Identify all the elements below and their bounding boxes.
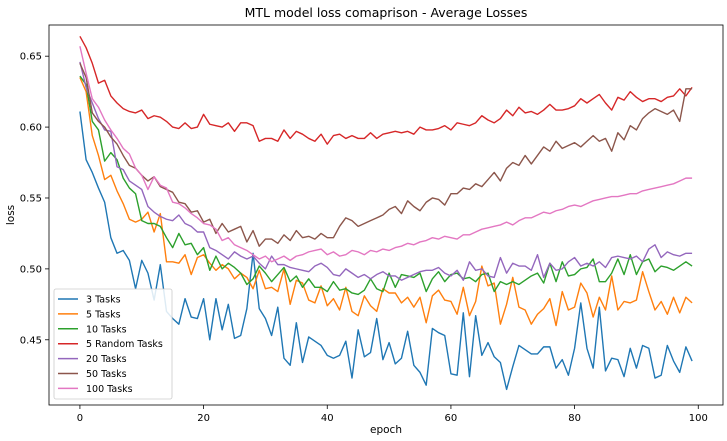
- series-layer: [79, 36, 693, 391]
- x-tick-label: 100: [689, 413, 708, 424]
- series-line-7: [79, 46, 693, 263]
- legend-label-2: 5 Tasks: [86, 309, 121, 320]
- series-line-4: [79, 36, 693, 145]
- y-axis-label: loss: [5, 205, 17, 225]
- series-line-5: [79, 61, 693, 281]
- y-tick-label: 0.60: [20, 123, 42, 134]
- legend-label-3: 10 Tasks: [86, 324, 127, 335]
- series-line-2: [79, 77, 693, 327]
- legend-label-7: 100 Tasks: [86, 384, 133, 395]
- series-line-6: [79, 63, 693, 247]
- x-tick-label: 0: [77, 413, 83, 424]
- y-axis: 0.45 0.50 0.55 0.60 0.65: [20, 52, 49, 346]
- x-tick-label: 60: [445, 413, 458, 424]
- series-line-1: [79, 111, 693, 391]
- legend-label-6: 50 Tasks: [86, 369, 127, 380]
- x-tick-label: 20: [197, 413, 210, 424]
- series-line-3: [79, 75, 693, 296]
- legend: 3 Tasks 5 Tasks 10 Tasks 5 Random Tasks 20 T…: [53, 288, 173, 400]
- y-tick-label: 0.65: [20, 52, 42, 63]
- plot-area-frame: [48, 24, 724, 406]
- legend-frame: [53, 288, 173, 400]
- chart-title: MTL model loss comaprison - Average Loss…: [245, 5, 528, 20]
- x-axis: 0 20 40 60 80 100: [77, 405, 708, 424]
- legend-label-4: 5 Random Tasks: [86, 339, 163, 350]
- legend-label-5: 20 Tasks: [86, 354, 127, 365]
- y-tick-label: 0.50: [20, 264, 42, 275]
- x-tick-label: 80: [568, 413, 581, 424]
- y-tick-label: 0.45: [20, 335, 42, 346]
- legend-label-1: 3 Tasks: [86, 295, 121, 306]
- x-tick-label: 40: [321, 413, 334, 424]
- x-axis-label: epoch: [370, 424, 402, 436]
- y-tick-label: 0.55: [20, 193, 42, 204]
